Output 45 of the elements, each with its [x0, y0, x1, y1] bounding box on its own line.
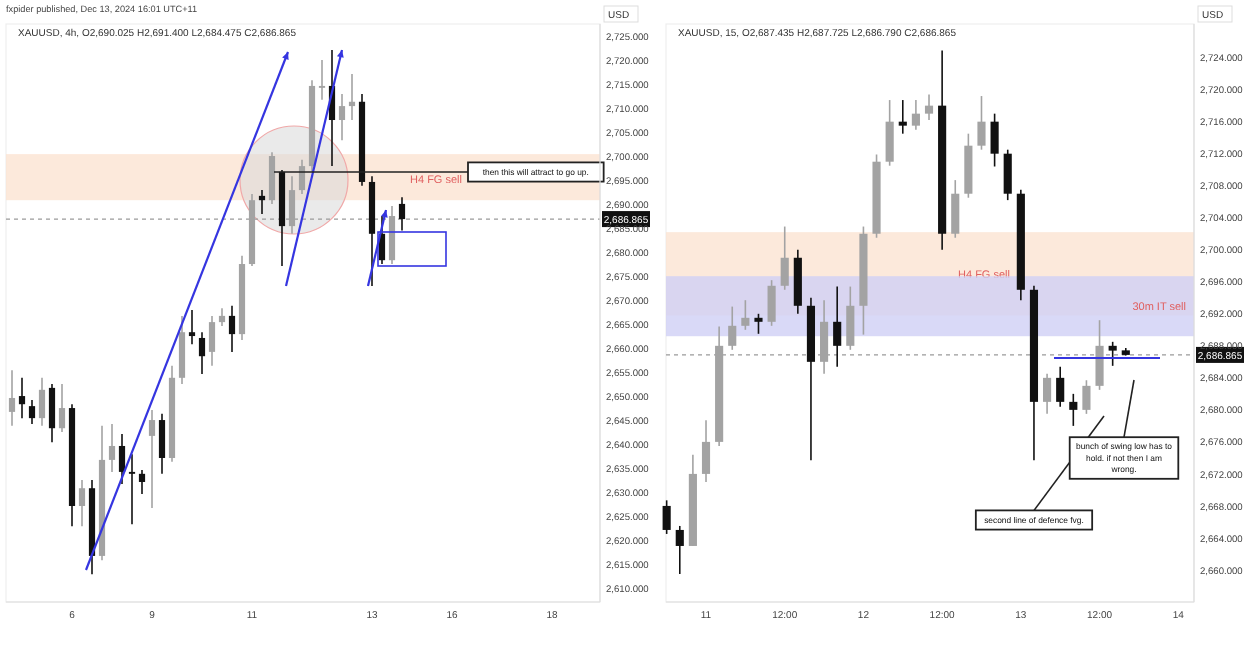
candlestick: [158, 413, 166, 475]
candlestick: [767, 279, 776, 327]
candlestick: [924, 93, 934, 121]
candlestick: [1056, 365, 1065, 408]
candlestick: [208, 315, 216, 367]
candlestick: [1043, 373, 1052, 415]
candlestick: [675, 525, 684, 575]
candlestick: [188, 309, 196, 345]
candlestick: [108, 423, 116, 473]
candlestick: [8, 369, 16, 427]
candlestick: [1003, 148, 1012, 201]
candlestick: [318, 59, 326, 101]
candlestick: [138, 469, 146, 495]
candlestick: [118, 433, 126, 485]
candlestick: [846, 285, 855, 351]
candlestick: [398, 196, 406, 232]
candlestick: [228, 305, 236, 353]
candlestick: [662, 499, 671, 535]
candlestick: [48, 383, 56, 443]
candlestick: [741, 299, 750, 331]
candlestick: [28, 399, 36, 425]
candlestick: [128, 453, 136, 526]
candlestick: [990, 112, 999, 168]
candlestick: [1108, 341, 1117, 367]
candlestick: [58, 383, 66, 433]
candlestick: [18, 377, 26, 419]
candlestick: [338, 93, 346, 141]
candlestick: [1069, 393, 1078, 427]
candlestick: [977, 95, 986, 151]
candlestick: [198, 331, 206, 375]
candlestick: [898, 99, 907, 135]
candlestick: [833, 285, 842, 368]
candlestick: [911, 99, 920, 131]
candlestick: [885, 99, 894, 167]
candlestick: [38, 377, 46, 427]
candlestick: [754, 313, 763, 335]
candlestick: [268, 151, 276, 205]
candlestick: [728, 305, 737, 351]
candlestick: [780, 225, 789, 291]
candlestick: [1082, 379, 1091, 415]
candlestick: [78, 479, 86, 527]
candlestick: [148, 409, 156, 509]
candlestick: [701, 419, 711, 483]
candlestick: [178, 315, 186, 385]
candlestick: [951, 179, 960, 239]
